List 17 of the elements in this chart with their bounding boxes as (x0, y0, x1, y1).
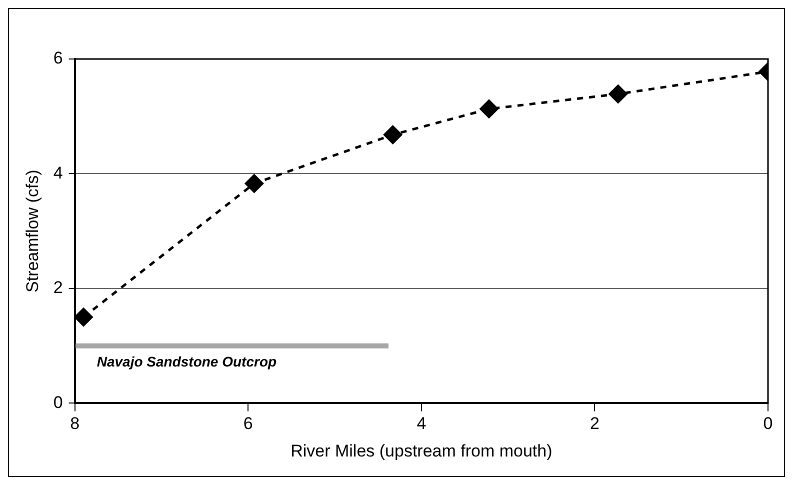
y-axis-title: Streamflow (cfs) (22, 170, 42, 292)
point (74, 308, 93, 326)
point (384, 125, 402, 144)
x-tick-label: 4 (416, 414, 426, 434)
x-tick-label: 6 (243, 414, 253, 434)
x-tick-label: 2 (590, 414, 600, 434)
x-axis-title: River Miles (upstream from mouth) (290, 441, 552, 460)
y-tick-label: 2 (53, 278, 63, 298)
point (608, 84, 628, 104)
x-tick-label: 0 (763, 414, 773, 434)
point (244, 174, 264, 193)
y-tick-label: 6 (53, 48, 63, 68)
x-tick-label: 8 (70, 414, 80, 434)
series-label: Navajo Sandstone Outcrop (96, 354, 277, 370)
y-tick-label: 4 (53, 163, 63, 182)
point (480, 100, 498, 118)
y-tick-label: 0 (53, 392, 63, 412)
